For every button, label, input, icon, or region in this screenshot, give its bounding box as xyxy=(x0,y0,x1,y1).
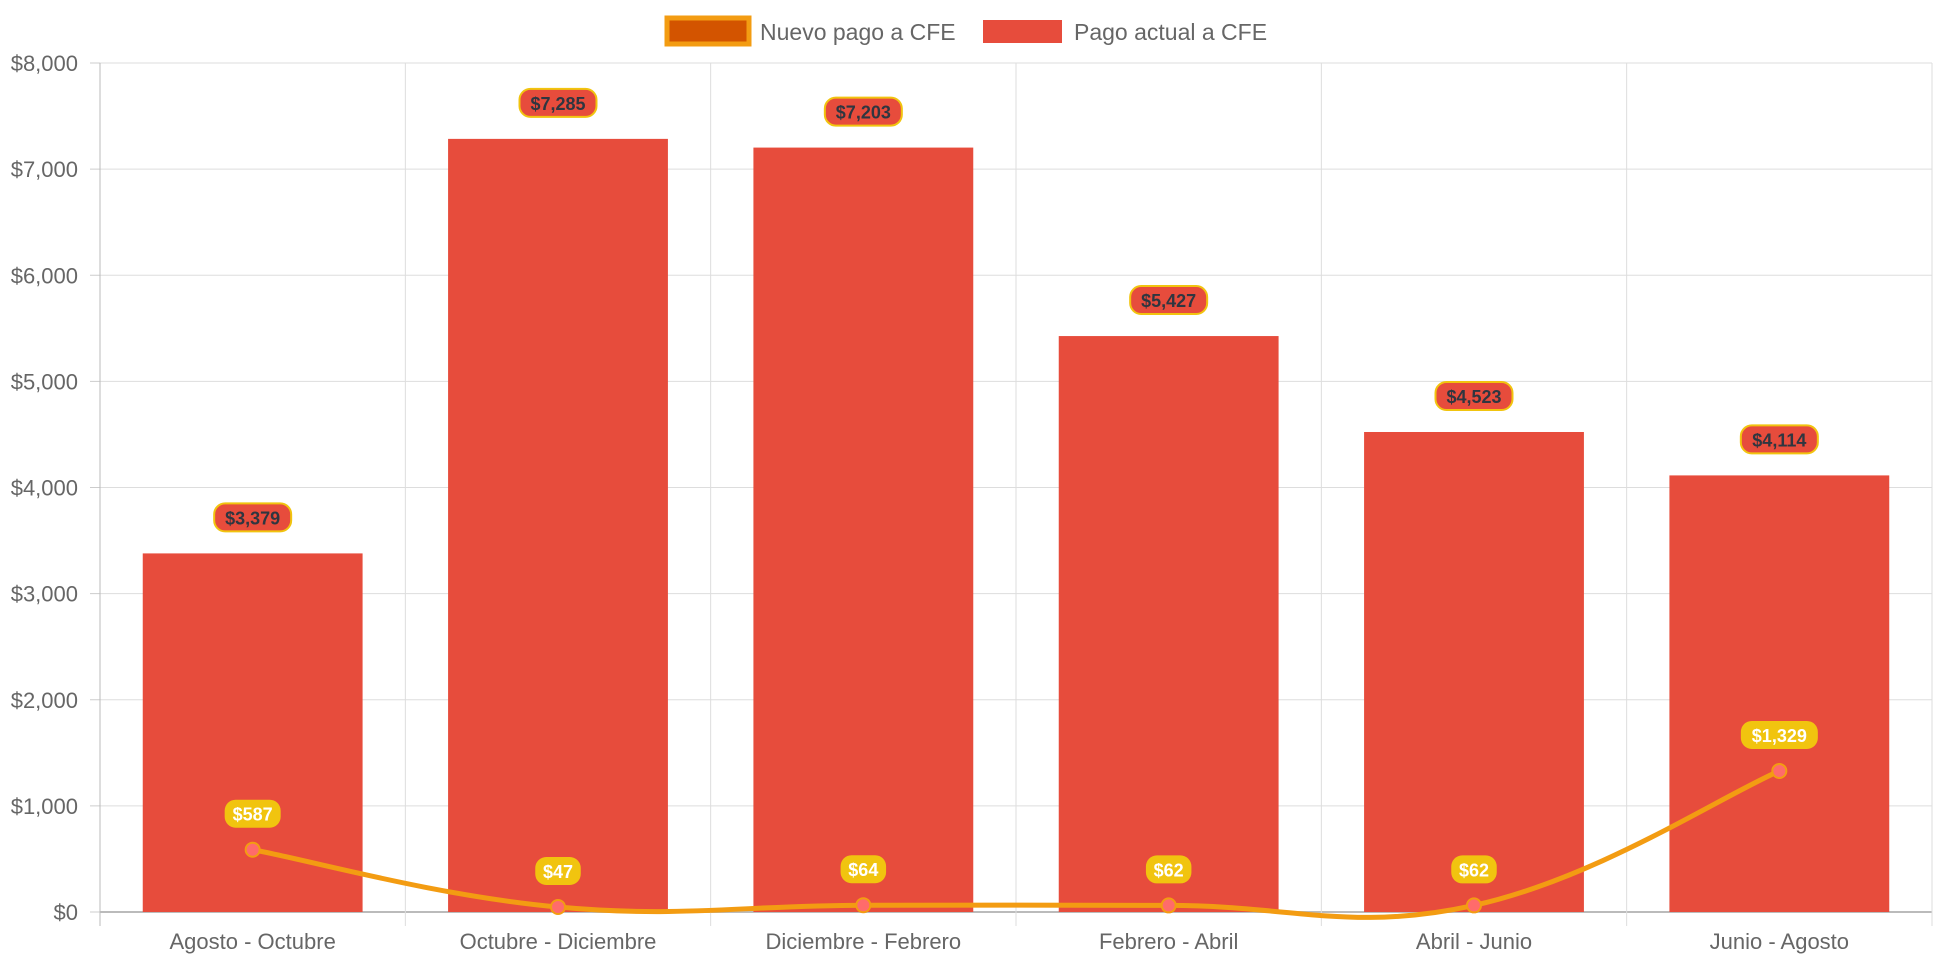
y-tick-label: $4,000 xyxy=(11,476,78,501)
line-label-abril-junio: $62 xyxy=(1451,855,1497,884)
x-axis: Agosto - Octubre Octubre - Diciembre Dicie… xyxy=(170,929,1850,954)
y-tick-label: $0 xyxy=(54,900,78,925)
bar-label-agosto-octubre: $3,379 xyxy=(213,502,293,533)
bar-label-junio-agosto-bg xyxy=(1739,424,1819,455)
bar-label-abril-junio: $4,523 xyxy=(1434,380,1514,411)
bar-label-agosto-octubre-bg xyxy=(213,502,293,533)
bar-label-octubre-diciembre: $7,285 xyxy=(518,87,598,118)
bar-label-octubre-diciembre-text: $7,285 xyxy=(530,94,585,114)
bar-junio-agosto[interactable] xyxy=(1669,475,1890,912)
bar-abril-junio[interactable] xyxy=(1364,431,1584,912)
bar-febrero-abril[interactable] xyxy=(1058,336,1279,912)
bar-label-junio-agosto-text: $4,114 xyxy=(1752,430,1806,450)
y-axis: $0 $1,000 $2,000 $3,000 $4,000 $5,000 $6,000 $7… xyxy=(11,51,78,925)
bar-octubre-diciembre[interactable] xyxy=(448,138,668,912)
line-label-agosto-octubre-text: $587 xyxy=(233,805,273,825)
y-tick-label: $2,000 xyxy=(11,688,78,713)
bar-label-agosto-octubre-text: $3,379 xyxy=(225,508,280,528)
y-tick-label: $1,000 xyxy=(11,794,78,819)
legend-swatch-nuevo-pago xyxy=(664,15,752,47)
line-label-octubre-diciembre-bg xyxy=(535,857,581,886)
bar-label-diciembre-febrero-bg xyxy=(823,96,903,127)
bar-label-febrero-abril: $5,427 xyxy=(1129,285,1209,316)
line-label-agosto-octubre: $587 xyxy=(224,799,281,828)
y-tick-label: $7,000 xyxy=(11,157,78,182)
line-label-abril-junio-text: $62 xyxy=(1459,860,1489,880)
bar-label-diciembre-febrero: $7,203 xyxy=(823,96,903,127)
bar-label-octubre-diciembre-bg xyxy=(518,87,598,118)
line-label-diciembre-febrero-text: $64 xyxy=(848,860,878,880)
bar-agosto-octubre[interactable] xyxy=(142,553,363,912)
y-tick-label: $5,000 xyxy=(11,369,78,394)
legend-label-pago-actual: Pago actual a CFE xyxy=(1074,19,1267,45)
bar-label-junio-agosto: $4,114 xyxy=(1739,424,1819,455)
legend-label-nuevo-pago: Nuevo pago a CFE xyxy=(760,19,956,45)
line-label-febrero-abril-text: $62 xyxy=(1154,860,1184,880)
legend-swatch-pago-actual xyxy=(983,20,1062,43)
line-point-abril-junio[interactable] xyxy=(1466,897,1482,914)
y-tick-label: $6,000 xyxy=(11,263,78,288)
bar-label-febrero-abril-bg xyxy=(1129,285,1209,316)
bar-series xyxy=(142,138,1890,913)
data-labels: $3,379 $7,285 $7,203 $5,427 $4,523 $4,114 $587… xyxy=(213,87,1819,886)
bar-diciembre-febrero[interactable] xyxy=(753,147,974,913)
line-label-febrero-abril: $62 xyxy=(1145,855,1192,884)
line-label-abril-junio-bg xyxy=(1451,855,1497,884)
line-label-diciembre-febrero-bg xyxy=(840,855,887,884)
x-tick-label-abril-junio: Abril - Junio xyxy=(1416,929,1532,954)
line-series xyxy=(244,762,1788,920)
x-tick-label-febrero-abril: Febrero - Abril xyxy=(1099,929,1238,954)
line-point-junio-agosto[interactable] xyxy=(1771,762,1788,779)
line-label-octubre-diciembre-text: $47 xyxy=(543,862,573,882)
bar-label-abril-junio-bg xyxy=(1434,380,1514,411)
bar-label-febrero-abril-text: $5,427 xyxy=(1141,291,1196,311)
bar-label-abril-junio-text: $4,523 xyxy=(1446,387,1501,407)
line-label-octubre-diciembre: $47 xyxy=(535,857,581,886)
line-point-diciembre-febrero[interactable] xyxy=(855,897,872,914)
line-point-octubre-diciembre[interactable] xyxy=(550,899,566,916)
x-tick-label-diciembre-febrero: Diciembre - Febrero xyxy=(766,929,962,954)
line-label-febrero-abril-bg xyxy=(1145,855,1192,884)
bar-label-diciembre-febrero-text: $7,203 xyxy=(836,103,891,123)
line-point-agosto-octubre[interactable] xyxy=(244,841,261,858)
line-label-diciembre-febrero: $64 xyxy=(840,855,887,884)
line-path-nuevo-pago xyxy=(250,768,1782,920)
x-tick-label-junio-agosto: Junio - Agosto xyxy=(1710,929,1849,954)
legend-item-pago-actual[interactable]: Pago actual a CFE xyxy=(983,19,1267,45)
x-tick-label-octubre-diciembre: Octubre - Diciembre xyxy=(460,929,657,954)
y-tick-label: $8,000 xyxy=(11,51,78,76)
line-label-junio-agosto: $1,329 xyxy=(1740,720,1818,749)
legend-item-nuevo-pago[interactable]: Nuevo pago a CFE xyxy=(664,15,956,47)
line-label-agosto-octubre-bg xyxy=(224,799,281,828)
legend: Nuevo pago a CFE Pago actual a CFE xyxy=(664,15,1267,47)
line-label-junio-agosto-text: $1,329 xyxy=(1752,726,1807,746)
line-point-febrero-abril[interactable] xyxy=(1160,897,1177,914)
x-tick-label-agosto-octubre: Agosto - Octubre xyxy=(170,929,336,954)
y-tick-label: $3,000 xyxy=(11,582,78,607)
grid xyxy=(90,62,1933,926)
line-label-junio-agosto-bg xyxy=(1740,720,1818,749)
